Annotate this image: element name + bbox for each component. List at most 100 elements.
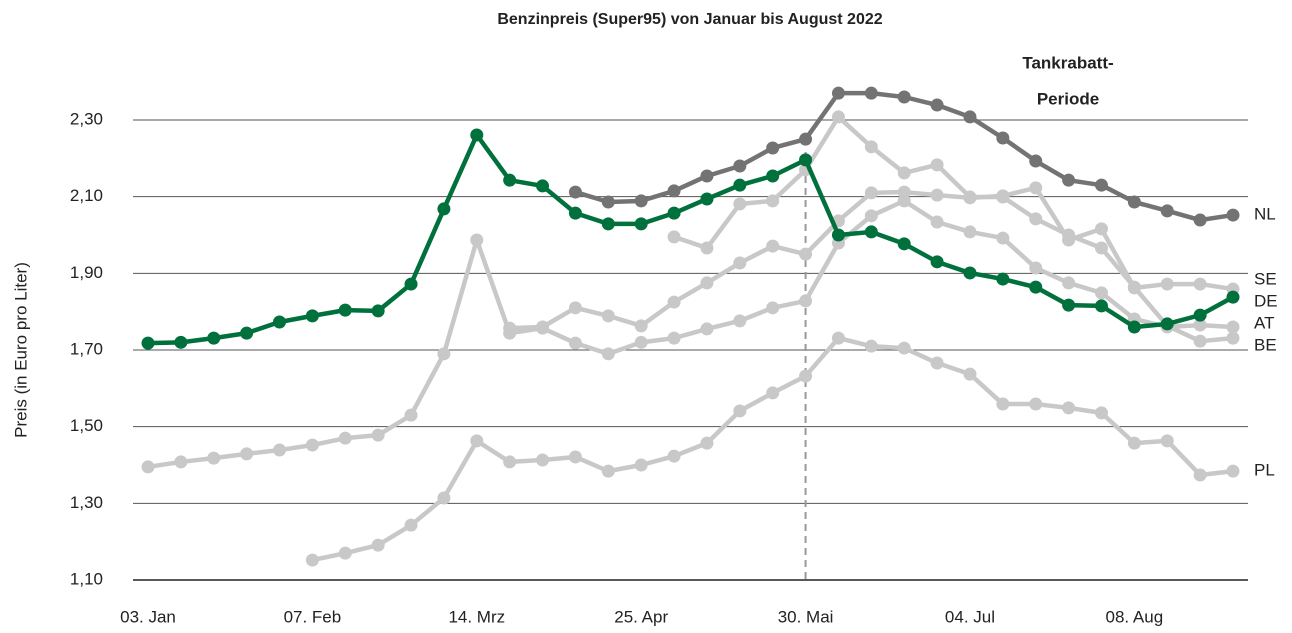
data-point bbox=[371, 538, 385, 552]
data-point bbox=[864, 140, 878, 154]
data-point bbox=[1062, 228, 1076, 242]
data-point bbox=[503, 321, 517, 335]
data-point bbox=[667, 331, 681, 345]
data-point bbox=[568, 336, 582, 350]
data-point bbox=[930, 215, 944, 229]
data-point bbox=[1160, 277, 1174, 291]
y-tick-label: 2,30 bbox=[70, 109, 103, 128]
data-point bbox=[174, 335, 188, 349]
data-point bbox=[766, 301, 780, 315]
data-point bbox=[1193, 213, 1207, 227]
data-point bbox=[568, 301, 582, 315]
data-point bbox=[930, 98, 944, 112]
data-point bbox=[667, 230, 681, 244]
data-point bbox=[733, 256, 747, 270]
data-point bbox=[1193, 277, 1207, 291]
data-point bbox=[536, 320, 550, 334]
data-point bbox=[305, 553, 319, 567]
data-point bbox=[700, 322, 714, 336]
data-point bbox=[864, 339, 878, 353]
series-label: AT bbox=[1254, 313, 1274, 332]
data-point bbox=[963, 110, 977, 124]
data-point bbox=[897, 166, 911, 180]
data-point bbox=[963, 225, 977, 239]
data-point bbox=[1029, 397, 1043, 411]
data-point bbox=[207, 331, 221, 345]
data-point bbox=[207, 451, 221, 465]
data-point bbox=[1062, 298, 1076, 312]
data-point bbox=[1226, 320, 1240, 334]
data-point bbox=[1226, 331, 1240, 345]
data-point bbox=[963, 266, 977, 280]
data-point bbox=[700, 436, 714, 450]
data-point bbox=[305, 438, 319, 452]
data-point bbox=[1127, 280, 1141, 294]
data-point bbox=[799, 369, 813, 383]
y-tick-label: 1,50 bbox=[70, 416, 103, 435]
data-point bbox=[601, 309, 615, 323]
data-point bbox=[305, 309, 319, 323]
data-point bbox=[897, 185, 911, 199]
series-line bbox=[311, 335, 1234, 563]
data-point bbox=[996, 231, 1010, 245]
data-point bbox=[437, 491, 451, 505]
x-tick-label: 07. Feb bbox=[284, 607, 342, 626]
y-tick-label: 2,10 bbox=[70, 186, 103, 205]
data-point bbox=[338, 303, 352, 317]
data-point bbox=[404, 277, 418, 291]
x-tick-label: 08. Aug bbox=[1106, 607, 1164, 626]
y-tick-label: 1,30 bbox=[70, 493, 103, 512]
data-point bbox=[831, 228, 845, 242]
data-point bbox=[700, 276, 714, 290]
data-point bbox=[1062, 173, 1076, 187]
data-point bbox=[404, 408, 418, 422]
data-point bbox=[1094, 286, 1108, 300]
data-point bbox=[799, 132, 813, 146]
series-label: SE bbox=[1254, 269, 1277, 288]
data-point bbox=[766, 169, 780, 183]
data-point bbox=[1094, 299, 1108, 313]
chart-title: Benzinpreis (Super95) von Januar bis Aug… bbox=[497, 11, 882, 28]
x-tick-label: 03. Jan bbox=[120, 607, 176, 626]
data-point bbox=[437, 202, 451, 216]
data-point bbox=[371, 428, 385, 442]
series-line bbox=[147, 198, 1234, 470]
data-point bbox=[1226, 464, 1240, 478]
data-point bbox=[963, 367, 977, 381]
data-point bbox=[1193, 334, 1207, 348]
data-point bbox=[1226, 208, 1240, 222]
data-point bbox=[733, 197, 747, 211]
data-point bbox=[1193, 318, 1207, 332]
data-point bbox=[1193, 468, 1207, 482]
data-point bbox=[831, 331, 845, 345]
annotation: Periode bbox=[1037, 89, 1099, 108]
data-point bbox=[996, 272, 1010, 286]
data-point bbox=[470, 233, 484, 247]
y-tick-label: 1,90 bbox=[70, 263, 103, 282]
y-tick-label: 1,10 bbox=[70, 569, 103, 588]
data-point bbox=[601, 347, 615, 361]
data-point bbox=[240, 326, 254, 340]
data-point bbox=[733, 404, 747, 418]
data-point bbox=[1226, 290, 1240, 304]
data-point bbox=[1062, 276, 1076, 290]
data-point bbox=[240, 447, 254, 461]
data-point bbox=[996, 397, 1010, 411]
data-point bbox=[930, 356, 944, 370]
data-point bbox=[1160, 317, 1174, 331]
data-point bbox=[536, 179, 550, 193]
data-point bbox=[273, 443, 287, 457]
data-point bbox=[503, 455, 517, 469]
data-point bbox=[667, 449, 681, 463]
annotation: Tankrabatt- bbox=[1022, 53, 1113, 72]
series-label: DE bbox=[1254, 291, 1278, 310]
data-point bbox=[930, 188, 944, 202]
data-point bbox=[1029, 212, 1043, 226]
data-point bbox=[667, 206, 681, 220]
data-point bbox=[470, 128, 484, 142]
data-point bbox=[831, 110, 845, 124]
x-tick-label: 04. Jul bbox=[945, 607, 995, 626]
data-point bbox=[1127, 195, 1141, 209]
data-point bbox=[634, 217, 648, 231]
